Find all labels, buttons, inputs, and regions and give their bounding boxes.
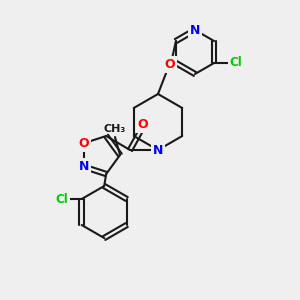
Text: N: N: [190, 23, 200, 37]
Text: N: N: [79, 160, 89, 173]
Text: O: O: [165, 58, 175, 71]
Text: N: N: [153, 143, 163, 157]
Text: O: O: [138, 118, 148, 131]
Text: O: O: [79, 137, 89, 150]
Text: Cl: Cl: [55, 193, 68, 206]
Text: CH₃: CH₃: [104, 124, 126, 134]
Text: Cl: Cl: [230, 56, 242, 70]
